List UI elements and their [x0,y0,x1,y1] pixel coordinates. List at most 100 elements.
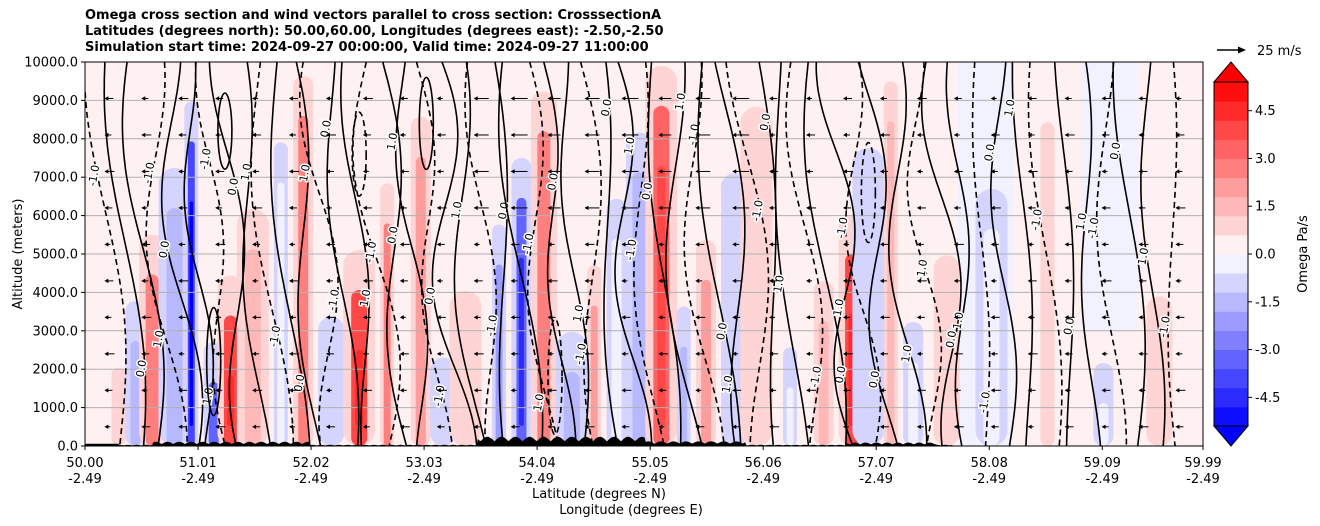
colorbar-segment [1214,196,1248,217]
x-tick-label-lon: -2.49 [68,472,102,487]
omega-column-core [324,356,338,446]
wind-vector-head [695,315,700,320]
contour-line [183,62,215,446]
wind-vector-head [990,169,995,174]
wind-vector-head [252,132,257,138]
wind-vector-head [584,242,589,247]
wind-vector-head [843,424,848,429]
colorbar-segment [1214,254,1248,274]
x-tick-label-lon: -2.49 [407,472,441,487]
contour-line [697,62,742,446]
wind-vector-head [621,424,626,429]
wind-vector-head [1027,351,1032,357]
terrain [85,436,953,446]
wind-vector-head [141,351,146,357]
wind-vector-head [547,96,552,101]
wind-vector-head [1027,132,1032,138]
wind-vector-head [843,132,848,138]
wind-vector-head [658,169,663,174]
x-axis-title-longitude: Longitude (degrees E) [559,503,703,518]
contour-line [803,62,848,446]
colorbar-segment [1214,177,1248,198]
x-tick-label-lon: -2.49 [633,472,667,487]
wind-vector-head [1175,424,1180,429]
wind-vector-head [916,388,921,393]
wind-vector-head [325,205,330,211]
wind-vector-head [732,205,737,211]
omega-column-core [748,146,765,446]
wind-vector-head [104,242,109,247]
chart-title-line-3: Simulation start time: 2024-09-27 00:00:… [85,40,649,55]
wind-vector-head [362,132,367,138]
colorbar-segment [1214,158,1248,179]
contour-label: 0.0 [867,370,883,389]
wind-vector-head [178,424,183,429]
wind-vector-head [399,351,404,357]
wind-vector-head [436,388,441,393]
wind-vector-head [547,388,552,393]
wind-vector-head [399,96,404,101]
contour-line [250,62,295,446]
colorbar-tick-label: -3.0 [1255,343,1280,358]
colorbar-segment [1214,120,1248,140]
wind-vector-head [990,424,995,429]
colorbar-extend-max [1212,61,1250,83]
x-tick-label-lon: -2.49 [746,472,780,487]
wind-vector-head [1101,205,1106,211]
x-tick-label-lat: 52.02 [292,456,329,471]
wind-vector-head [215,242,220,247]
wind-vector-head [141,205,146,211]
contour-label: -1.0 [267,325,284,348]
wind-vector-head [953,278,958,284]
wind-vector-head [178,205,183,211]
wind-vector-head [1064,315,1069,320]
contour-label: -1.0 [1156,315,1173,338]
contour-label: 0.0 [225,177,241,196]
wind-vector-head [621,278,626,284]
wind-vector-head [658,278,663,284]
wind-vector-head [953,315,958,320]
omega-column-core [611,238,622,446]
contour-label: 0.0 [639,182,655,201]
wind-vector-head [1175,242,1180,247]
wind-vector-head [621,96,626,101]
wind-vector-head [510,242,515,247]
wind-vector-head [879,351,884,357]
wind-vector-head [953,132,958,138]
wind-vector-head [141,242,146,247]
colorbar-segment [1214,349,1248,370]
wind-vector-head [473,388,478,393]
contour-line [758,62,777,446]
wind-vector-head [1064,242,1069,247]
wind-vector-head [1101,351,1106,357]
wind-vector-head [843,278,848,284]
wind-vector-head [658,132,663,138]
wind-vector-head [879,132,884,138]
wind-vector-head [879,315,884,320]
colorbar-tick-label: -1.5 [1255,295,1280,310]
wind-vector-head [252,169,257,174]
wind-vector-head [399,388,404,393]
wind-vector-head [104,132,109,138]
wind-vector-head [621,132,626,138]
y-tick-label: 8000.0 [33,132,79,147]
contour-line [194,62,226,446]
contour-line [603,62,619,446]
wind-vector-head [658,242,663,247]
wind-vector-head [584,132,589,138]
wind-vector-head [289,96,294,101]
wind-vector-layer [104,96,1186,429]
wind-vector-head [695,424,700,429]
wind-vector-head [1101,96,1106,101]
wind-vector-head [510,351,515,357]
wind-vector-head [1101,315,1106,320]
contour-label: 1.0 [1002,98,1018,117]
wind-vector-head [879,278,884,284]
wind-vector-head [658,96,663,101]
wind-vector-head [658,205,663,211]
x-tick-label-lat: 59.09 [1084,456,1121,471]
wind-vector-head [806,424,811,429]
contour-line [579,62,603,446]
wind-vector-head [141,315,146,320]
wind-vector-head [252,351,257,357]
